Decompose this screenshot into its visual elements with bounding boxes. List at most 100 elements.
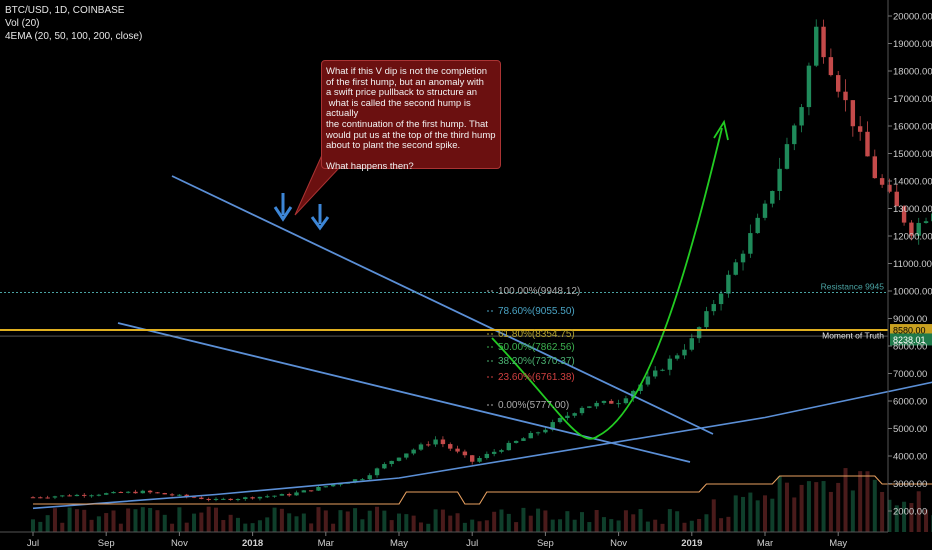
candle-body [814, 26, 819, 66]
legend-ema[interactable]: 4EMA (20, 50, 100, 200, close) [5, 31, 143, 42]
volume-bar [601, 517, 606, 532]
volume-bar [345, 511, 350, 532]
volume-bar [177, 507, 182, 532]
candle-body [806, 65, 812, 108]
candle-body [828, 57, 834, 76]
candle-body [616, 403, 621, 405]
candle-body [821, 26, 826, 58]
y-tick-label: 3000.00 [893, 479, 927, 490]
candle-body [733, 262, 738, 275]
candle-body [762, 203, 768, 218]
candle-body [674, 355, 680, 359]
volume-bar [909, 503, 914, 532]
candle-body [294, 492, 299, 496]
price-badge-moment-text: 8580.00 [893, 326, 926, 336]
candle-body [213, 498, 219, 500]
x-tick-label: Jul [466, 538, 478, 549]
candle-body [374, 468, 380, 476]
fib-level-label: 23.60%(6761.38) [498, 372, 575, 383]
volume-bar [397, 513, 401, 532]
candle-body [667, 358, 673, 370]
candle-body [38, 497, 43, 499]
volume-bar [82, 509, 87, 532]
candle-body [484, 453, 490, 458]
volume-bar [704, 514, 709, 532]
volume-bar [162, 514, 167, 532]
volume-bar [294, 516, 299, 532]
candle-body [199, 497, 204, 499]
candle-body [147, 490, 153, 493]
candle-body [440, 439, 446, 445]
volume-bar [74, 509, 79, 532]
fib-level-label: 0.00%(5777.00) [498, 400, 569, 411]
volume-bar [426, 523, 431, 532]
lower-trendline[interactable] [117, 322, 691, 463]
candle-body [272, 495, 277, 497]
y-tick-label: 16000.00 [893, 122, 932, 133]
annotation-box[interactable] [321, 60, 501, 169]
horizontal-lines: Resistance 9945 Moment of Truth 8580.00823… [0, 282, 932, 346]
candles [30, 19, 932, 502]
candle-body [228, 498, 233, 501]
candle-body [30, 497, 36, 499]
y-tick-label: 20000.00 [893, 12, 932, 23]
volume-bar [733, 495, 738, 532]
volume-bar [433, 509, 438, 532]
fib-level-label: 50.00%(7862.56) [498, 342, 575, 353]
volume-bar [250, 523, 255, 532]
candle-body [184, 494, 189, 497]
fib-level-label: 78.60%(9055.50) [498, 306, 575, 317]
fib-level-label: 100.00%(9948.12) [498, 286, 580, 297]
candle-body [491, 451, 497, 454]
volume-bar [492, 511, 497, 532]
candle-body [477, 457, 482, 462]
candle-body [506, 442, 511, 451]
candle-body [455, 448, 460, 452]
candle-body [499, 450, 504, 452]
candle-body [660, 369, 665, 371]
upper-trendline[interactable] [171, 175, 714, 435]
candle-body [865, 131, 870, 157]
down-arrow-1[interactable] [273, 193, 293, 222]
volume-bar [843, 468, 848, 532]
moment-of-truth-label: Moment of Truth [822, 331, 884, 341]
volume-bar [228, 514, 233, 532]
volume-bar [272, 507, 277, 532]
candle-body [301, 490, 307, 493]
candle-body [550, 422, 555, 430]
volume-bar [521, 507, 526, 532]
candle-body [45, 497, 50, 499]
candle-body [901, 206, 907, 223]
volume-bar [287, 513, 292, 532]
y-tick-label: 11000.00 [893, 259, 932, 270]
volume-bar [528, 515, 533, 532]
candle-body [82, 494, 87, 496]
candle-body [711, 304, 716, 312]
volume-bar [726, 516, 731, 532]
candle-body [352, 479, 358, 483]
candle-body [696, 327, 702, 339]
volume-bar [821, 481, 826, 532]
volume-bar [550, 519, 555, 532]
candle-body [411, 449, 416, 454]
volume-bar [777, 476, 782, 532]
x-tick-label: Nov [171, 538, 188, 549]
candle-body [718, 293, 724, 305]
y-tick-label: 10000.00 [893, 287, 932, 298]
y-tick-label: 14000.00 [893, 177, 932, 188]
volume-bar [389, 520, 394, 532]
projection-path[interactable] [491, 127, 723, 440]
y-tick-label: 19000.00 [893, 39, 932, 50]
candle-body [909, 222, 914, 236]
volume-bar [265, 517, 270, 532]
candle-body [338, 483, 343, 485]
volume-bar [514, 522, 519, 532]
legend-symbol[interactable]: BTC/USD, 1D, COINBASE [5, 5, 125, 16]
legend-volume[interactable]: Vol (20) [5, 18, 40, 29]
down-arrow-2[interactable] [310, 204, 330, 231]
candle-body [770, 190, 775, 204]
volume-bar [353, 508, 358, 532]
candle-body [850, 100, 856, 127]
